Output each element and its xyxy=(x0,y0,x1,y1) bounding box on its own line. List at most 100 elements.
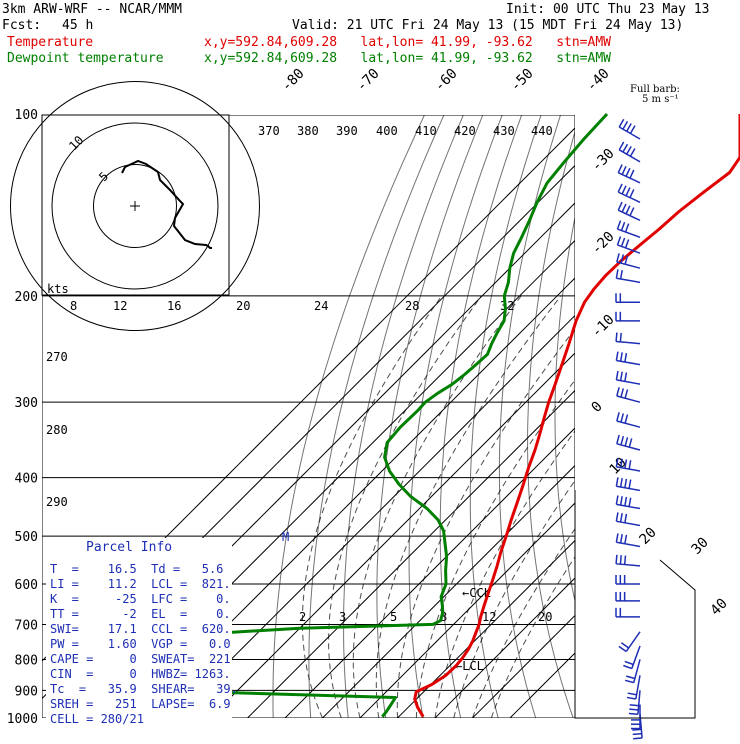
theta-e-label-2: 290 xyxy=(46,495,68,509)
wind-barb-feather-15-1 xyxy=(621,413,623,422)
wind-barb-feather-21-1 xyxy=(621,534,623,543)
mixing-ratio-lower-label-2: 5 xyxy=(390,610,397,624)
isotherm-label-0: -80 xyxy=(279,66,308,95)
moist-adiabat-30 xyxy=(473,296,740,718)
pressure-tick-600: 600 xyxy=(15,578,38,593)
mixing-ratio-label-4: 24 xyxy=(314,299,328,313)
wind-barb-feather-20-1 xyxy=(621,513,623,522)
wind-barb-feather-15-0 xyxy=(617,412,619,421)
wind-barb-feather-3-1 xyxy=(622,186,626,194)
dry-adiabat-280 xyxy=(377,114,483,718)
mixing-ratio-label-3: 20 xyxy=(236,299,250,313)
wind-barb-feather-1-2 xyxy=(627,146,632,154)
isotherm-label-5: -30 xyxy=(589,146,618,175)
wind-barb-feather-16-0 xyxy=(617,435,619,444)
parcel-row-swi: SWI= 17.1 CCL = 620. xyxy=(50,622,231,637)
wind-barb-feather-8-0 xyxy=(616,269,618,278)
dewpoint-legend: Dewpoint temperature xyxy=(7,51,164,66)
wind-barb-feather-0-2 xyxy=(627,124,632,132)
mixing-ratio-label-1: 12 xyxy=(113,299,127,313)
wind-barb-feather-12-2 xyxy=(625,353,627,362)
wind-barb-feather-14-0 xyxy=(617,387,619,396)
wind-barb-feather-8-1 xyxy=(621,270,623,279)
parcel-row-k: K = -25 LFC = 0. xyxy=(50,592,231,607)
wind-barb-feather-2-3 xyxy=(630,170,634,178)
pressure-tick-400: 400 xyxy=(15,472,38,487)
wind-barb-18 xyxy=(616,477,640,490)
wind-barb-3 xyxy=(618,184,640,202)
wind-barb-feather-17-3 xyxy=(629,460,631,469)
wind-barb-feather-27-1 xyxy=(625,661,633,664)
wind-barb-feather-1-1 xyxy=(623,144,628,152)
wind-barb-9 xyxy=(616,293,640,302)
wind-barb-feather-14-1 xyxy=(621,388,623,397)
wind-barb-8 xyxy=(616,269,640,282)
isotherm-label-4: -40 xyxy=(584,66,613,95)
wind-barb-feather-19-3 xyxy=(629,498,631,507)
wind-barb-feather-1-0 xyxy=(619,142,624,150)
wind-barb-staff-5 xyxy=(617,229,640,237)
wind-barb-staff-13 xyxy=(616,380,640,384)
wind-barb-11 xyxy=(616,333,640,344)
fcst-label: Fcst: xyxy=(2,18,41,33)
wind-barb-2 xyxy=(618,165,640,183)
wind-barb-feather-22-1 xyxy=(620,555,621,564)
wind-barb-feather-2-2 xyxy=(626,168,630,176)
wind-barb-feather-0-3 xyxy=(630,126,635,134)
wind-barb-feather-20-0 xyxy=(616,512,618,521)
pressure-tick-500: 500 xyxy=(15,530,38,545)
wind-barb-feather-13-1 xyxy=(621,372,623,381)
wind-barb-feather-19-1 xyxy=(621,496,623,505)
wind-barb-feather-18-2 xyxy=(625,479,627,488)
wind-barb-staff-3 xyxy=(618,192,640,202)
isotherm-label-12: 40 xyxy=(708,596,731,619)
wind-barb-feather-11-1 xyxy=(620,333,621,342)
wind-barb-feather-22-0 xyxy=(616,555,617,564)
mixing-ratio-label-0: 8 xyxy=(70,299,77,313)
moist-adiabat-20 xyxy=(435,296,680,718)
wind-barb-feather-12-1 xyxy=(621,352,623,361)
wind-barb-staff-19 xyxy=(616,504,640,508)
isotherm-20 xyxy=(435,114,740,718)
dry-adiabat-320 xyxy=(499,114,560,718)
wind-barb-20 xyxy=(616,512,640,525)
parcel-row-tc: Tc = 35.9 SHEAR= 39. xyxy=(50,682,238,697)
wind-barb-feather-5-2 xyxy=(626,224,629,232)
wind-barb-14 xyxy=(617,387,640,402)
theta-label-4: 410 xyxy=(415,124,437,138)
wind-barb-feather-16-1 xyxy=(621,436,623,445)
mixing-ratio-lower-label-1: 3 xyxy=(339,610,346,624)
mixing-ratio-label-6: 32 xyxy=(500,299,514,313)
mixing-ratio-lower-label-5: 20 xyxy=(538,610,552,624)
init-time: Init: 00 UTC Thu 23 May 13 xyxy=(506,2,710,17)
isotherm-label-11: 30 xyxy=(689,535,712,558)
wind-barbs xyxy=(616,119,642,739)
wind-barb-feather-15-2 xyxy=(625,415,627,424)
wind-barb-feather-3-3 xyxy=(630,189,634,197)
wind-barb-27 xyxy=(623,646,640,669)
parcel-row-tt: TT = -2 EL = 0. xyxy=(50,607,231,622)
moist-adiabat-15 xyxy=(416,296,640,718)
isotherm-label-2: -60 xyxy=(432,66,461,95)
wind-barb-feather-26-1 xyxy=(621,643,628,648)
model-title: 3km ARW-WRF -- NCAR/MMM xyxy=(2,2,182,17)
wind-barb-feather-20-2 xyxy=(625,514,627,523)
wind-barb-staff-8 xyxy=(616,278,640,282)
theta-label-7: 440 xyxy=(531,124,553,138)
theta-label-6: 430 xyxy=(493,124,515,138)
parcel-row-pw: PW = 1.60 VGP = 0.0 xyxy=(50,637,231,652)
theta-label-1: 380 xyxy=(297,124,319,138)
wind-barb-staff-2 xyxy=(618,173,640,183)
dewpoint-location: x,y=592.84,609.28 lat,lon= 41.99, -93.62… xyxy=(204,51,611,66)
hodograph-unit: kts xyxy=(47,282,69,296)
wind-barb-feather-0-0 xyxy=(619,119,624,127)
pressure-tick-1000: 1000 xyxy=(7,712,38,727)
isotherm-label-6: -20 xyxy=(589,229,618,258)
pressure-tick-300: 300 xyxy=(15,396,38,411)
wind-barb-0 xyxy=(619,119,640,139)
theta-label-2: 390 xyxy=(336,124,358,138)
wind-barb-feather-3-0 xyxy=(618,184,622,192)
wind-barb-feather-13-0 xyxy=(616,371,618,380)
